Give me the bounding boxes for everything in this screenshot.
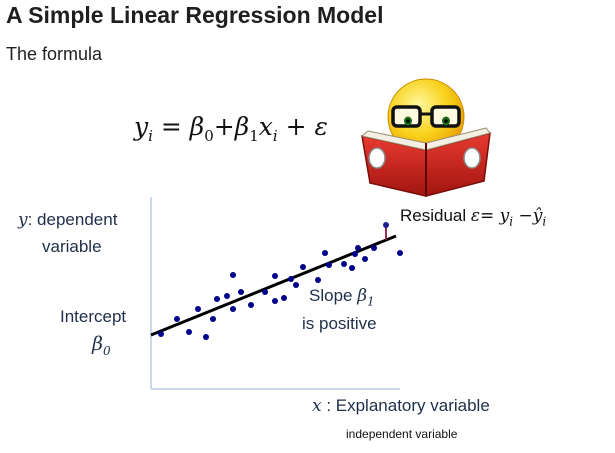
data-point (371, 245, 377, 251)
y-axis-label: y: dependent (18, 210, 118, 230)
data-point (315, 277, 321, 283)
data-point (203, 334, 209, 340)
y-axis-label-line2: variable (42, 237, 102, 256)
data-point (355, 245, 361, 251)
data-point (210, 316, 216, 322)
data-point (248, 302, 254, 308)
data-point (322, 250, 328, 256)
data-point (230, 272, 236, 278)
data-point (230, 306, 236, 312)
data-point (214, 296, 220, 302)
data-point (174, 316, 180, 322)
data-point (341, 261, 347, 267)
data-point (238, 289, 244, 295)
data-point (383, 222, 389, 228)
data-points (158, 222, 403, 340)
intercept-symbol: β0 (92, 333, 111, 358)
data-point (158, 331, 164, 337)
data-point (224, 293, 230, 299)
data-point (288, 276, 294, 282)
data-point (362, 256, 368, 262)
page-subtitle: The formula (6, 44, 103, 64)
data-point (326, 262, 332, 268)
data-point (349, 265, 355, 271)
data-point (272, 273, 278, 279)
slope-label-line2: is positive (302, 314, 377, 333)
data-point (352, 251, 358, 257)
data-point (272, 298, 278, 304)
data-point (281, 295, 287, 301)
data-point (293, 282, 299, 288)
slope-label: Slope β1 (309, 286, 375, 309)
regression-formula: yi = β0+β1xi + ε (134, 112, 328, 145)
intercept-label: Intercept (60, 307, 127, 326)
data-point (195, 306, 201, 312)
data-point (300, 264, 306, 270)
data-point (262, 289, 268, 295)
residual-label: Residual ε= yi −ŷi (400, 206, 547, 229)
emoji-reading-book-icon (360, 78, 491, 197)
x-axis-label: x : Explanatory variable (312, 396, 490, 416)
data-point (186, 329, 192, 335)
x-axis-sublabel: independent variable (346, 427, 458, 441)
page-title: A Simple Linear Regression Model (6, 2, 384, 28)
regression-line (150, 234, 397, 337)
data-point (397, 250, 403, 256)
